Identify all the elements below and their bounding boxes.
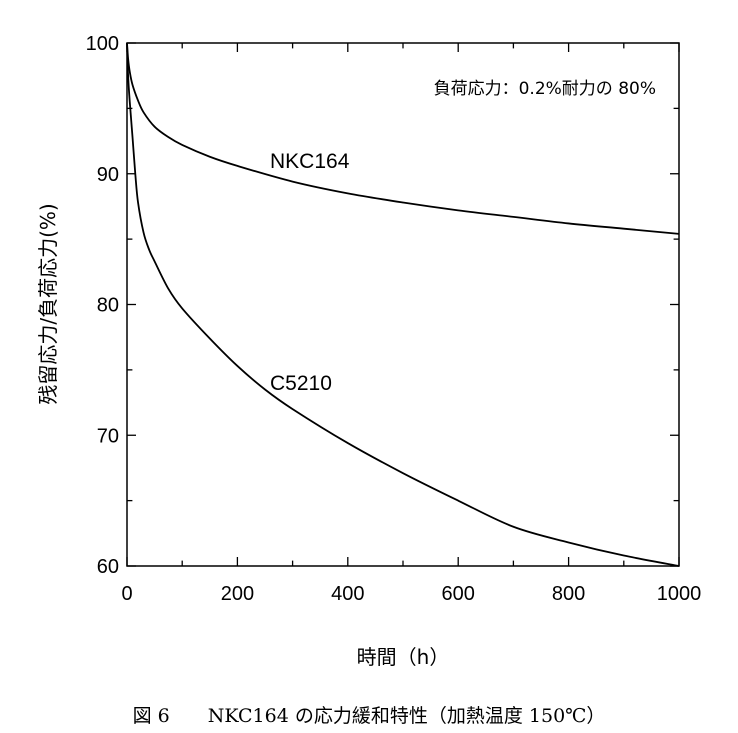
x-axis-title: 時間（h）	[357, 645, 450, 669]
annotation-load-stress: 負荷応力：0.2%耐力の 80%	[434, 79, 656, 99]
y-tick-label: 80	[97, 295, 119, 317]
y-tick-label: 90	[97, 164, 119, 186]
x-tick-label: 400	[331, 583, 364, 605]
plot-frame	[126, 42, 680, 567]
figure-caption: 図 6 NKC164 の応力緩和特性（加熱温度 150℃）	[133, 705, 606, 727]
x-tick-label: 200	[221, 583, 254, 605]
y-axis-title: 残留応力/負荷応力(%)	[36, 203, 60, 404]
x-tick-label: 0	[121, 583, 132, 605]
y-tick-label: 100	[86, 33, 119, 55]
y-tick-label: 60	[97, 556, 119, 578]
x-tick-label: 600	[442, 583, 475, 605]
x-tick-label: 800	[552, 583, 585, 605]
x-tick-label: 1000	[657, 583, 702, 605]
axis-tick-labels: 0 200 400 600 800 1000 60 70 80 90 100	[86, 33, 702, 605]
series-label-c5210: C5210	[270, 372, 332, 395]
axis-ticks	[126, 42, 680, 567]
series-line-c5210	[126, 42, 680, 567]
series-line-nkc164	[126, 42, 680, 235]
series-lines	[126, 42, 680, 567]
y-tick-label: 70	[97, 425, 119, 447]
series-label-nkc164: NKC164	[270, 150, 350, 173]
